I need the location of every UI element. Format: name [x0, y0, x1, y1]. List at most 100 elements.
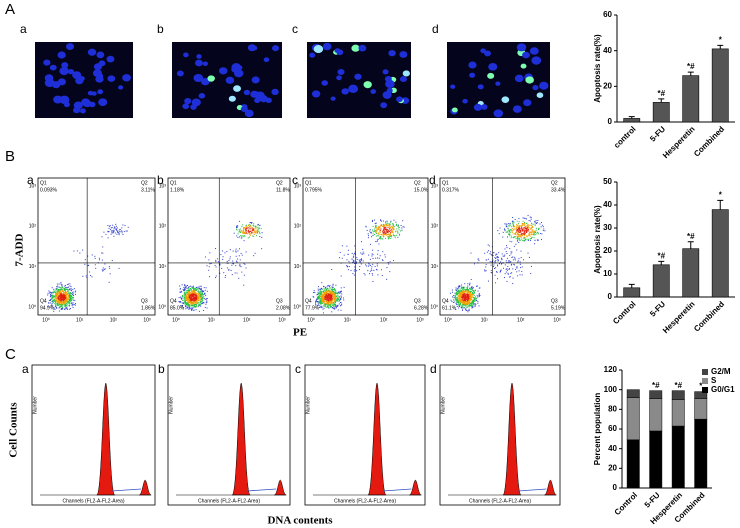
nucleus — [271, 89, 278, 95]
flow-dot — [507, 236, 508, 237]
flow-dot — [325, 304, 326, 305]
flow-tick-label: 10¹ — [76, 317, 84, 323]
flow-dot — [69, 295, 70, 296]
flow-dot — [467, 283, 468, 284]
flow-dot — [526, 231, 527, 232]
flow-tick-label: 10² — [517, 317, 525, 323]
flow-dot — [60, 303, 61, 304]
flow-dot — [471, 303, 472, 304]
flow-dot — [517, 234, 518, 235]
flow-dot — [62, 295, 63, 296]
flow-dot — [536, 220, 537, 221]
flow-dot — [530, 217, 531, 218]
flow-dot — [471, 253, 472, 254]
flow-dot — [527, 225, 528, 226]
flow-dot — [474, 299, 475, 300]
flow-dot — [380, 234, 381, 235]
quadrant-value: 11.8% — [276, 187, 290, 193]
flow-dot — [463, 287, 464, 288]
flow-dot — [455, 293, 456, 294]
nucleus — [234, 69, 243, 77]
flow-dot — [57, 299, 58, 300]
bar-segment — [695, 399, 707, 420]
flow-dot — [55, 292, 56, 293]
flow-dot — [319, 289, 320, 290]
flow-dot — [457, 302, 458, 303]
flow-dot — [60, 306, 61, 307]
flow-dot — [497, 265, 498, 266]
flow-dot — [325, 306, 326, 307]
flow-dot — [506, 260, 507, 261]
flow-dot — [507, 224, 508, 225]
flow-dot — [328, 293, 329, 294]
flow-dot — [335, 308, 336, 309]
flow-dot — [66, 296, 67, 297]
flow-dot — [60, 282, 61, 283]
flow-dot — [462, 308, 463, 309]
flow-dot — [390, 236, 391, 237]
flow-dot — [540, 223, 541, 224]
flow-dot — [54, 303, 55, 304]
panel-label: B — [5, 148, 15, 165]
flow-dot — [200, 296, 201, 297]
flow-dot — [315, 303, 316, 304]
flow-dot — [333, 291, 334, 292]
flow-dot — [194, 297, 195, 298]
flow-dot — [464, 289, 465, 290]
flow-dot — [367, 230, 368, 231]
nucleus — [387, 88, 393, 93]
flow-dot — [377, 265, 378, 266]
flow-dot — [459, 302, 460, 303]
flow-dot — [461, 287, 462, 288]
flow-dot — [471, 289, 472, 290]
flow-dot — [251, 222, 252, 223]
flow-dot — [331, 269, 332, 270]
flow-dot — [246, 225, 247, 226]
flow-dot — [73, 295, 74, 296]
flow-dot — [498, 252, 499, 253]
flow-dot — [319, 299, 320, 300]
flow-dot — [57, 284, 58, 285]
flow-dot — [238, 232, 239, 233]
flow-dot — [519, 221, 520, 222]
channel-label: Channels (FL2-A-FL2-Area) — [469, 498, 531, 504]
flow-dot — [59, 287, 60, 288]
flow-dot — [390, 225, 391, 226]
flow-dot — [538, 240, 539, 241]
flow-dot — [517, 275, 518, 276]
flow-dot — [323, 296, 324, 297]
flow-dot — [463, 297, 464, 298]
nucleus — [226, 77, 235, 84]
flow-dot — [48, 290, 49, 291]
flow-dot — [383, 230, 384, 231]
flow-dot — [332, 288, 333, 289]
flow-dot — [248, 230, 249, 231]
quadrant-value: 33.4% — [551, 187, 566, 193]
flow-dot — [322, 296, 323, 297]
flow-dot — [506, 272, 507, 273]
flow-dot — [514, 246, 515, 247]
flow-dot — [254, 229, 255, 230]
flow-dot — [522, 266, 523, 267]
flow-dot — [236, 249, 237, 250]
flow-dot — [331, 286, 332, 287]
flow-dot — [324, 293, 325, 294]
flow-dot — [324, 290, 325, 291]
flow-dot — [56, 307, 57, 308]
sub-label: b — [158, 362, 165, 376]
flow-dot — [253, 232, 254, 233]
flow-dot — [371, 270, 372, 271]
flow-dot — [322, 289, 323, 290]
flow-dot — [511, 257, 512, 258]
flow-tick-label: 10² — [294, 224, 302, 230]
flow-dot — [63, 291, 64, 292]
flow-dot — [525, 233, 526, 234]
bar-segment — [627, 440, 639, 488]
flow-dot — [470, 283, 471, 284]
flow-dot — [528, 215, 529, 216]
flow-dot — [62, 286, 63, 287]
flow-dot — [198, 290, 199, 291]
flow-dot — [464, 283, 465, 284]
flow-dot — [336, 293, 337, 294]
nucleus — [321, 80, 328, 86]
